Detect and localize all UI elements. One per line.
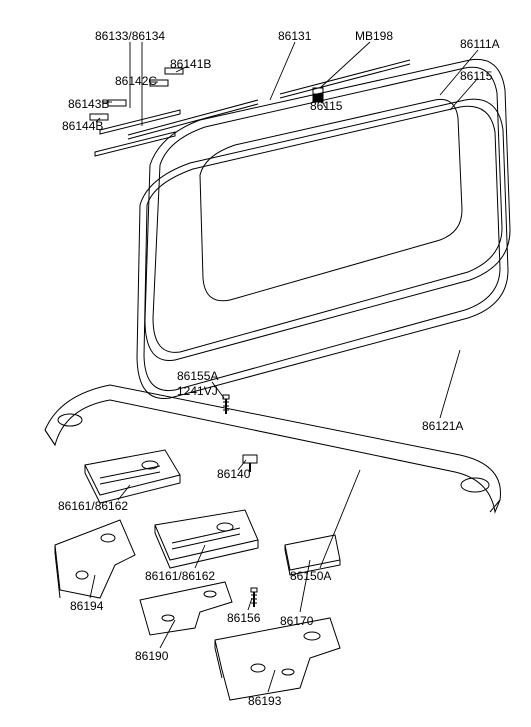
screw-86156: [251, 588, 257, 607]
cowl-panel: [45, 385, 501, 512]
label-86143b: 86143B: [68, 98, 109, 111]
cover-lower: [155, 510, 258, 568]
label-86115-r: 86115: [460, 70, 492, 83]
bracket-86190: [140, 582, 232, 635]
label-86144b: 86144B: [62, 120, 103, 133]
label-86156: 86156: [227, 612, 260, 625]
label-86161-l: 86161/86162: [145, 570, 215, 583]
bracket-86193: [215, 618, 340, 700]
moulding-strip-1: [100, 110, 180, 134]
diagram-canvas: 86133/86134 86131 MB198 86111A 86141B 86…: [0, 0, 531, 727]
label-86141b: 86141B: [170, 58, 211, 71]
label-86133-86134: 86133/86134: [95, 30, 165, 43]
label-86142c: 86142C: [115, 75, 157, 88]
label-86193: 86193: [248, 695, 281, 708]
label-86115-c: 86115: [310, 100, 342, 113]
label-86140: 86140: [217, 468, 250, 481]
label-86111a: 86111A: [460, 38, 500, 51]
label-86170: 86170: [280, 615, 313, 628]
bracket-86194: [55, 520, 135, 598]
label-86190: 86190: [135, 650, 168, 663]
label-1241vj: 1241VJ: [177, 385, 218, 398]
label-mb198: MB198: [355, 30, 393, 43]
label-86150a: 86150A: [290, 570, 331, 583]
label-86161-u: 86161/86162: [58, 500, 128, 513]
label-86155a: 86155A: [177, 370, 218, 383]
label-86121a: 86121A: [422, 420, 463, 433]
cover-upper-left: [85, 450, 180, 503]
label-86131: 86131: [278, 30, 311, 43]
label-86194: 86194: [70, 600, 103, 613]
moulding-strip-2: [95, 132, 175, 156]
weatherstrip-ring: [137, 99, 508, 398]
